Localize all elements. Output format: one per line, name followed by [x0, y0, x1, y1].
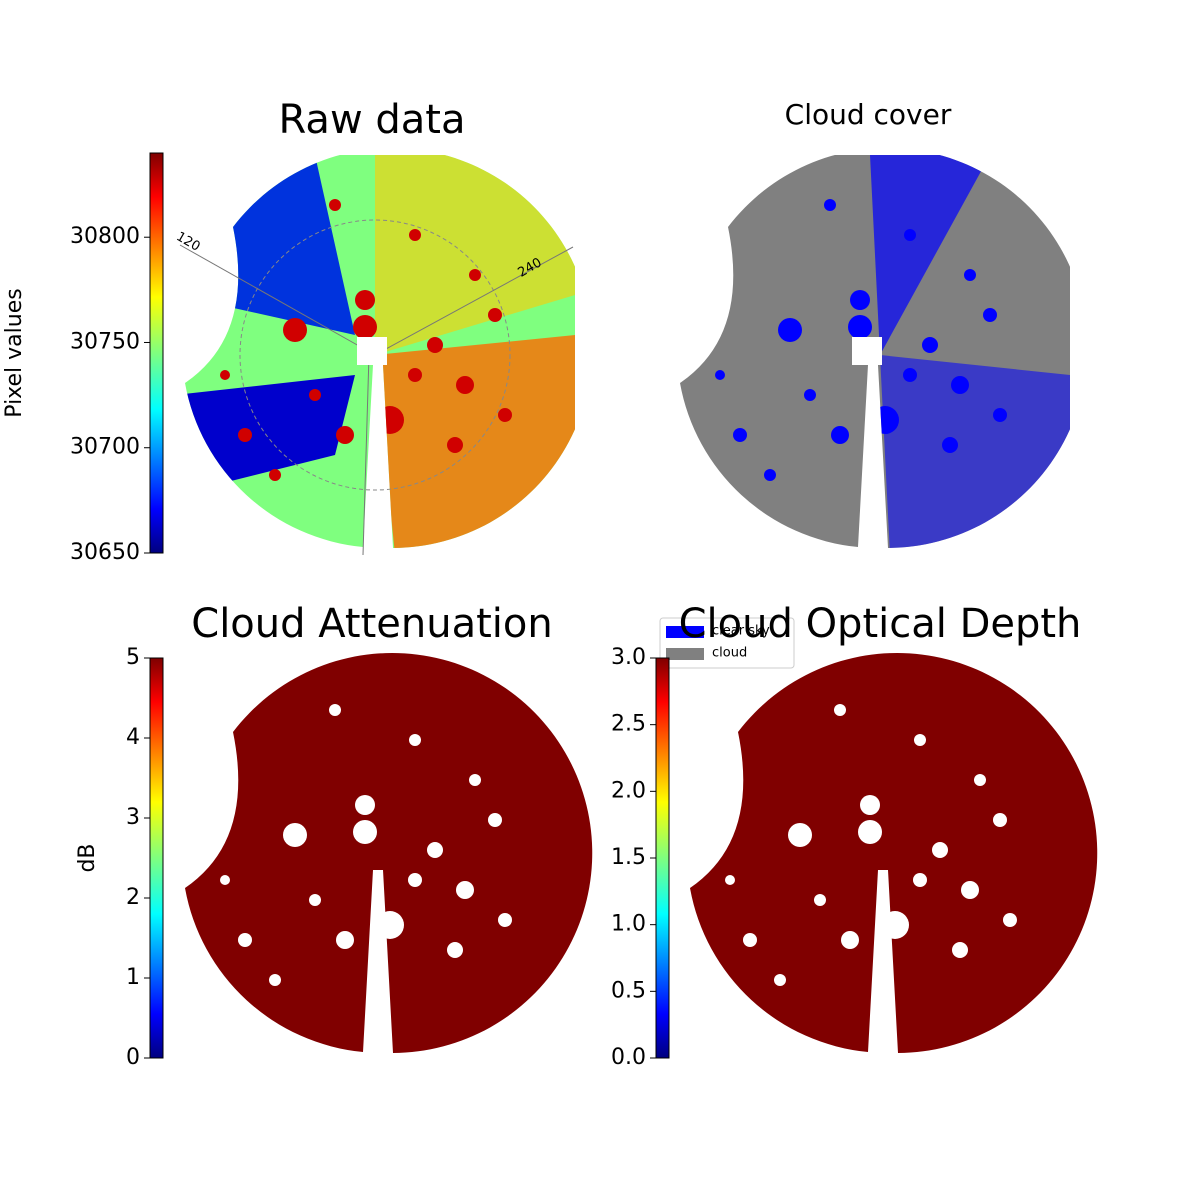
legend-label: clear sky [712, 624, 770, 639]
colorbar-label: Pixel values [2, 288, 27, 417]
cloud-cover-image [680, 155, 1070, 549]
colorbar-tick-label: 0 [126, 1045, 140, 1070]
optical-depth-image [690, 653, 1098, 1053]
legend-swatch [666, 648, 704, 660]
colorbar-tick-label: 5 [126, 645, 140, 670]
colorbar-label: dB [75, 843, 100, 872]
raw-image [179, 155, 575, 556]
colorbar-tick-label: 0.5 [611, 978, 646, 1003]
colorbar-tick-label: 30800 [70, 224, 140, 249]
colorbar-tick-label: 30650 [70, 540, 140, 565]
panel-title: Raw data [279, 97, 466, 143]
colorbar [149, 152, 164, 554]
colorbar [149, 657, 164, 1059]
colorbar-tick-label: 30700 [70, 435, 140, 460]
colorbar-tick-label: 1.0 [611, 912, 646, 937]
legend-swatch [666, 626, 704, 638]
colorbar [655, 657, 670, 1059]
panel-title: Cloud Attenuation [191, 601, 552, 647]
colorbar-tick-label: 4 [126, 725, 140, 750]
panel-title: Cloud cover [785, 98, 952, 131]
legend-label: cloud [712, 646, 747, 661]
polar-label: 120 [173, 229, 202, 254]
colorbar-tick-label: 2.5 [611, 712, 646, 737]
attenuation-image [185, 653, 593, 1053]
colorbar-tick-label: 30750 [70, 329, 140, 354]
colorbar-tick-label: 0.0 [611, 1045, 646, 1070]
colorbar-tick-label: 3 [126, 805, 140, 830]
colorbar-tick-label: 3.0 [611, 645, 646, 670]
colorbar-tick-label: 2.0 [611, 778, 646, 803]
colorbar-tick-label: 1.5 [611, 845, 646, 870]
colorbar-tick-label: 2 [126, 885, 140, 910]
panel-title: Cloud Optical Depth [679, 601, 1082, 647]
colorbar-tick-label: 1 [126, 965, 140, 990]
